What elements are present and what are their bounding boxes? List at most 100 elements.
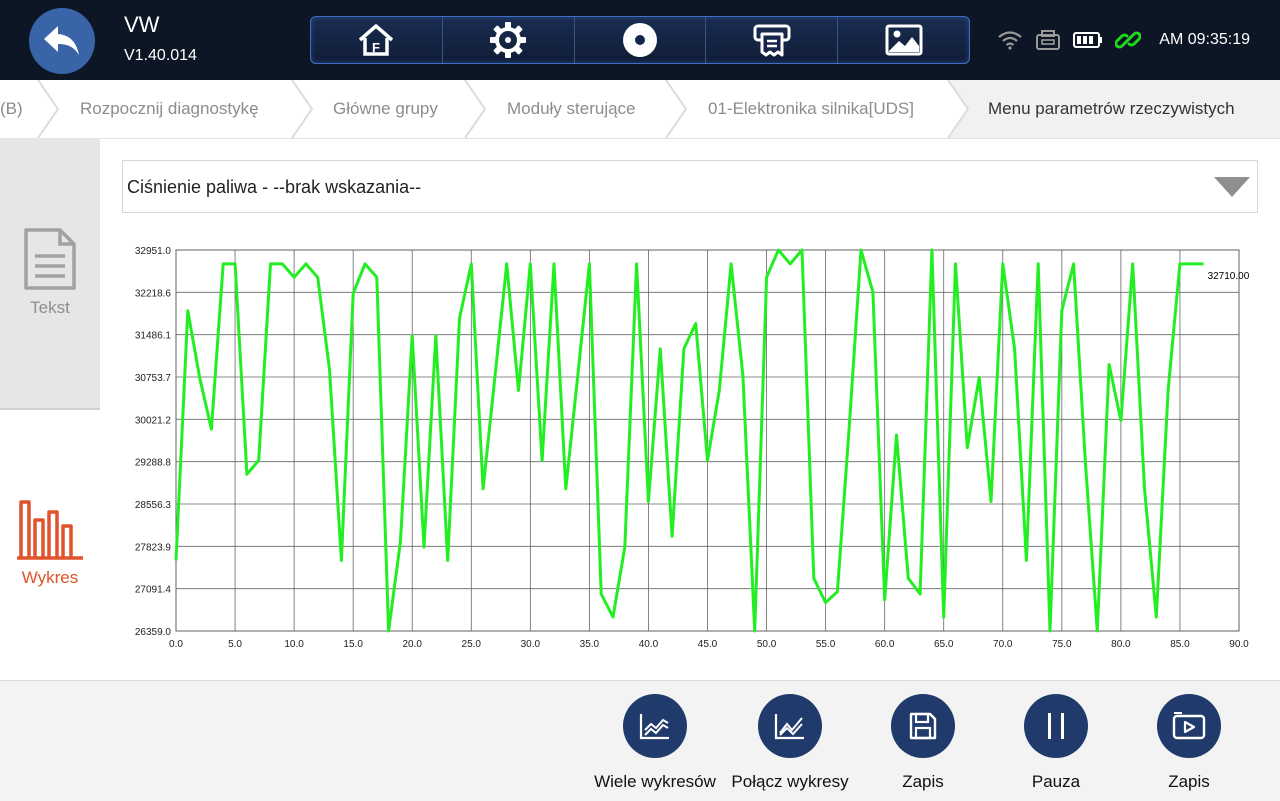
breadcrumb-item-control-modules[interactable]: Moduły sterujące <box>507 99 636 118</box>
chart-x-tick-label: 75.0 <box>1052 639 1072 650</box>
breadcrumb-separator <box>37 80 60 138</box>
image-icon <box>885 24 923 56</box>
chart-x-tick-label: 55.0 <box>816 639 836 650</box>
chart-x-tick-label: 70.0 <box>993 639 1013 650</box>
chart-y-tick-label: 32218.6 <box>135 288 172 299</box>
save-button-circle <box>891 694 955 758</box>
gear-icon <box>490 22 527 58</box>
main-toolbar: F <box>310 16 970 64</box>
combine-charts-button-label: Połącz wykresy <box>731 772 849 791</box>
multi-chart-button-label: Wiele wykresów <box>594 772 716 791</box>
save-button[interactable]: Zapis <box>858 694 988 792</box>
breadcrumb-separator <box>665 80 688 138</box>
pause-icon <box>1048 713 1064 739</box>
combine-charts-button[interactable]: Połącz wykresy <box>725 694 855 792</box>
document-icon <box>24 228 76 290</box>
combine-charts-button-circle <box>758 694 822 758</box>
dropdown-arrow-icon <box>1214 177 1250 197</box>
chart-x-tick-label: 10.0 <box>284 639 304 650</box>
chart-y-tick-label: 26359.0 <box>135 627 172 638</box>
record-video-button[interactable]: Zapis <box>1124 694 1254 792</box>
chart-y-tick-label: 31486.1 <box>135 331 172 342</box>
chart-grid <box>175 249 1240 632</box>
record-video-icon <box>1172 712 1206 740</box>
chart-y-tick-label: 30021.2 <box>135 415 172 426</box>
chart-x-tick-label: 45.0 <box>698 639 718 650</box>
clock: AM 09:35:19 <box>1159 31 1250 48</box>
chart-y-ticks: 26359.0 27091.4 27823.9 28556.3 29288.8 30021… <box>135 246 172 638</box>
chart-y-tick-label: 28556.3 <box>135 500 172 511</box>
printer-icon <box>753 24 791 57</box>
chart-x-ticks: 0.0 5.0 10.0 15.0 20.0 25.0 30.0 35.0 40.0 45.0 50… <box>169 639 1249 650</box>
chart-x-tick-label: 30.0 <box>521 639 541 650</box>
back-button[interactable] <box>29 8 95 74</box>
toolbar-gallery-button[interactable] <box>838 17 969 63</box>
side-tab-chart[interactable]: Wykres <box>0 410 100 678</box>
breadcrumb-separator <box>464 80 487 138</box>
bar-chart-icon <box>17 500 83 560</box>
link-icon <box>1115 31 1142 49</box>
vci-connector-icon <box>1036 30 1061 50</box>
chart-y-tick-label: 32951.0 <box>135 246 172 257</box>
chart-x-tick-label: 90.0 <box>1229 639 1249 650</box>
toolbar-settings-button[interactable] <box>443 17 575 63</box>
breadcrumb-active-background <box>948 80 1280 138</box>
combine-chart-icon <box>774 714 804 740</box>
chart-series <box>174 248 1204 633</box>
chart-y-tick-label: 27823.9 <box>135 542 172 553</box>
pause-button-circle <box>1024 694 1088 758</box>
breadcrumb-item-b[interactable]: (B) <box>0 99 23 118</box>
breadcrumb-item-main-groups[interactable]: Główne grupy <box>333 99 438 118</box>
back-arrow-icon <box>44 26 79 55</box>
app-version: V1.40.014 <box>124 47 197 64</box>
chart-y-tick-label: 27091.4 <box>135 585 172 596</box>
chart-x-tick-label: 5.0 <box>228 639 242 650</box>
toolbar-record-button[interactable] <box>575 17 707 63</box>
breadcrumb-separator <box>947 80 970 138</box>
record-video-button-label: Zapis <box>1168 772 1210 791</box>
pause-button-label: Pauza <box>1031 772 1081 791</box>
toolbar-home-button[interactable]: F <box>311 17 443 63</box>
status-area: AM 09:35:19 <box>997 0 1250 80</box>
chart-x-tick-label: 15.0 <box>343 639 363 650</box>
breadcrumb-item-start-diagnostics[interactable]: Rozpocznij diagnostykę <box>80 99 259 118</box>
chart-x-tick-label: 65.0 <box>934 639 954 650</box>
breadcrumb-item-live-data-menu[interactable]: Menu parametrów rzeczywistych <box>988 99 1235 118</box>
breadcrumb-item-engine-electronics[interactable]: 01-Elektronika silnika[UDS] <box>708 99 914 118</box>
chart-x-tick-label: 25.0 <box>462 639 482 650</box>
chart-series-line <box>174 248 1204 633</box>
battery-icon <box>1073 32 1103 48</box>
chart-x-tick-label: 60.0 <box>875 639 895 650</box>
side-tab-text-label: Tekst <box>30 298 70 317</box>
app-title: VW <box>124 12 160 37</box>
side-tab-chart-label: Wykres <box>21 568 79 587</box>
chart-x-tick-label: 50.0 <box>757 639 777 650</box>
breadcrumb-separator <box>291 80 314 138</box>
multi-chart-icon <box>639 714 669 740</box>
chart-x-tick-label: 80.0 <box>1111 639 1131 650</box>
chart-x-tick-label: 85.0 <box>1170 639 1190 650</box>
current-value-label: 32710.00 <box>1208 271 1250 282</box>
side-tab-text[interactable]: Tekst <box>0 138 100 410</box>
home-icon: F <box>359 24 394 56</box>
chart-x-tick-label: 35.0 <box>580 639 600 650</box>
multi-chart-button[interactable]: Wiele wykresów <box>590 694 720 792</box>
save-button-label: Zapis <box>902 772 944 791</box>
fuel-pressure-chart: 26359.0 27091.4 27823.9 28556.3 29288.8 30021… <box>135 246 1250 650</box>
chart-x-tick-label: 40.0 <box>639 639 659 650</box>
breadcrumb: (B) Rozpocznij diagnostykę Główne grupy … <box>0 80 1280 139</box>
chart-y-tick-label: 29288.8 <box>135 458 172 469</box>
multi-chart-button-circle <box>623 694 687 758</box>
save-icon <box>909 712 937 740</box>
parameter-select-value: Ciśnienie paliwa - --brak wskazania-- <box>127 177 422 197</box>
chart-y-tick-label: 30753.7 <box>135 373 172 384</box>
parameter-select[interactable]: Ciśnienie paliwa - --brak wskazania-- <box>122 160 1258 213</box>
pause-button[interactable]: Pauza <box>991 694 1121 792</box>
svg-text:F: F <box>372 40 380 55</box>
toolbar-print-button[interactable] <box>706 17 839 63</box>
wifi-icon <box>998 31 1022 50</box>
top-bar: VW V1.40.014 F <box>0 0 1280 80</box>
record-video-button-circle <box>1157 694 1221 758</box>
chart-x-tick-label: 20.0 <box>402 639 422 650</box>
chart-x-tick-label: 0.0 <box>169 639 183 650</box>
